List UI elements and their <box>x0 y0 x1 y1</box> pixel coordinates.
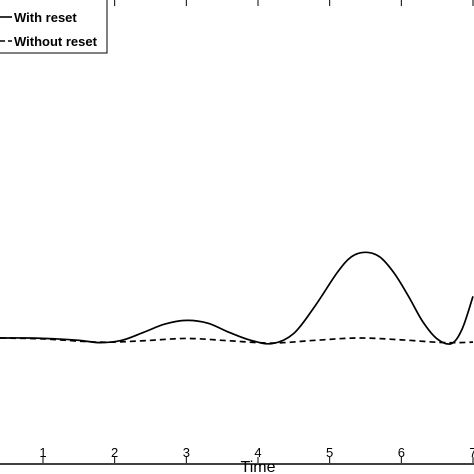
legend-box <box>0 0 108 54</box>
series-layer <box>0 251 474 345</box>
x-tick-label-1: 1 <box>39 445 46 460</box>
legend-label-without-reset: Without reset <box>14 34 98 49</box>
series-line-with-reset <box>0 251 474 345</box>
x-axis-ticks: 1 2 3 4 5 6 7 <box>39 0 474 463</box>
legend-label-with-reset: With reset <box>14 10 77 25</box>
legend: With reset Without reset <box>0 0 108 54</box>
x-axis-label: Time <box>241 459 276 474</box>
plot-frame <box>0 463 474 465</box>
series-line-without-reset <box>0 337 474 344</box>
x-tick-label-2: 2 <box>111 445 118 460</box>
x-tick-label-5: 5 <box>326 445 333 460</box>
x-tick-label-4: 4 <box>254 445 261 460</box>
x-tick-label-3: 3 <box>183 445 190 460</box>
x-tick-label-6: 6 <box>398 445 405 460</box>
x-tick-label-7: 7 <box>469 445 474 460</box>
